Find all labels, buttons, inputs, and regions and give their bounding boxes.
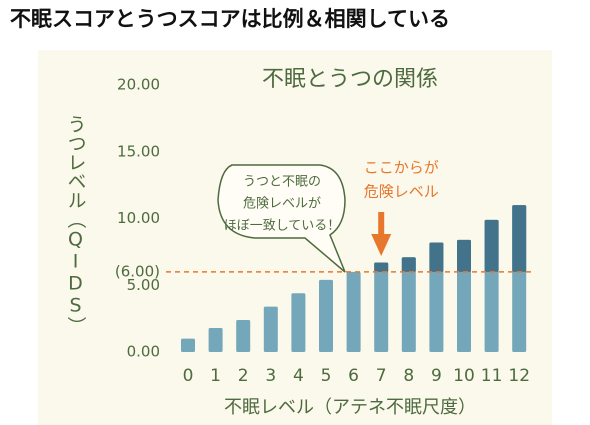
x-tick-label: 1	[210, 366, 221, 386]
bar	[208, 327, 223, 352]
bar-upper	[401, 257, 416, 272]
bar	[236, 319, 251, 352]
bubble-text: 危険レベルが	[243, 197, 321, 212]
x-tick-label: 2	[238, 366, 249, 386]
y-tick-label: 0.00	[127, 343, 160, 361]
bar-upper	[429, 242, 444, 272]
arrow-text: 危険レベル	[364, 183, 439, 201]
bar-upper	[512, 205, 527, 272]
x-tick-label: 11	[481, 366, 503, 386]
bar-upper	[484, 219, 499, 272]
bar-upper	[457, 239, 471, 272]
x-tick-label: 0	[183, 366, 194, 386]
bar-upper	[374, 262, 389, 272]
reference-label: (6.00)	[115, 262, 160, 280]
x-tick-label: 9	[431, 366, 442, 386]
y-tick-label: 15.00	[117, 142, 160, 160]
x-tick-label: 7	[376, 366, 387, 386]
y-tick-label: 5.00	[127, 276, 160, 294]
chart-title: 不眠とうつの関係	[262, 67, 438, 92]
bar	[181, 338, 195, 352]
bar	[401, 257, 416, 352]
x-tick-label: 4	[293, 366, 304, 386]
arrow-head	[371, 234, 392, 256]
bar	[374, 262, 389, 352]
y-tick-label: 20.00	[117, 76, 160, 94]
page-heading: 不眠スコアとうつスコアは比例＆相関している	[10, 7, 450, 31]
bar	[319, 279, 333, 352]
speech-bubble	[217, 164, 346, 273]
arrow-text: ここからが	[364, 159, 439, 177]
x-tick-label: 8	[403, 366, 414, 386]
x-tick-label: 6	[348, 366, 359, 386]
x-tick-label: 3	[265, 366, 276, 386]
x-tick-label: 10	[453, 366, 475, 386]
bubble-text: ほぼ一致している！	[224, 219, 341, 234]
bubble-text: うつと不眠の	[243, 175, 321, 190]
y-axis-label: うつレベル（QIDS）	[65, 115, 87, 336]
bar	[263, 306, 278, 352]
x-tick-label: 5	[321, 366, 332, 386]
y-tick-label: 10.00	[117, 209, 160, 227]
x-tick-label: 12	[508, 366, 530, 386]
bar	[291, 293, 306, 352]
bar	[346, 271, 361, 352]
x-axis-label: 不眠レベル（アテネ不眠尺度）	[224, 397, 476, 418]
arrow-shaft	[378, 212, 385, 236]
